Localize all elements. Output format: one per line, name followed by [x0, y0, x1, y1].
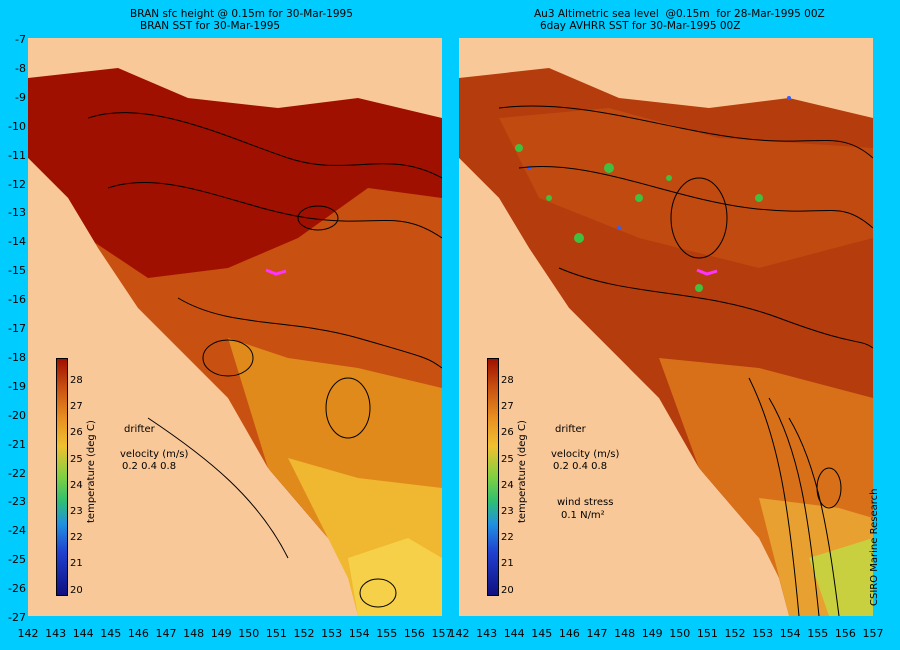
y-tick-label: -25 [8, 553, 26, 567]
left-drifter-label: drifter [124, 424, 155, 435]
colorbar-tick-label: 20 [501, 584, 514, 596]
colorbar-tick-label: 21 [70, 558, 83, 570]
x-tick-label-right: 148 [614, 627, 636, 640]
credit-label: CSIRO Marine Research [869, 488, 880, 606]
left-title-line1: BRAN sfc height @ 0.15m for 30-Mar-1995 [130, 8, 353, 20]
x-tick-label-right: 153 [752, 627, 774, 640]
x-tick-label-right: 149 [641, 627, 663, 640]
x-tick-label-left: 154 [348, 627, 370, 640]
left-sst-map [28, 38, 442, 616]
y-tick-label: -24 [8, 524, 26, 538]
x-tick-label-left: 147 [155, 627, 177, 640]
left-colorbar-title: temperature (deg C) [86, 420, 97, 523]
right-title-line1: Au3 Altimetric sea level @0.15m for 28-M… [534, 8, 825, 20]
y-tick-label: -11 [8, 148, 26, 162]
colorbar-tick-label: 22 [70, 532, 83, 544]
y-tick-label: -10 [8, 119, 26, 133]
y-tick-label: -22 [8, 466, 26, 480]
colorbar-tick-label: 23 [501, 506, 514, 517]
right-velocity-scale: 0.2 0.4 0.8 [553, 461, 608, 472]
left-title-line2: BRAN SST for 30-Mar-1995 [140, 20, 281, 32]
x-tick-label-right: 143 [476, 627, 498, 640]
y-tick-label: -7 [15, 33, 26, 46]
y-tick-label: -12 [8, 177, 26, 191]
colorbar-tick-label: 28 [501, 375, 514, 386]
drifter-track [265, 268, 287, 276]
colorbar-tick-label: 28 [70, 375, 83, 386]
right-title-line2: 6day AVHRR SST for 30-Mar-1995 00Z [540, 20, 741, 32]
x-tick-label-right: 145 [531, 627, 553, 640]
x-tick-label-left: 150 [238, 627, 260, 640]
colorbar-tick-label: 27 [501, 401, 514, 413]
x-tick-label-right: 152 [724, 627, 746, 640]
colorbar-tick-label: 22 [501, 532, 514, 544]
x-tick-label-right: 155 [807, 627, 829, 640]
colorbar-tick-label: 26 [70, 427, 83, 439]
x-tick-label-left: 151 [265, 627, 287, 640]
x-tick-label-right: 146 [558, 627, 580, 640]
y-tick-label: -8 [15, 61, 26, 75]
wind-stress-label: wind stress [557, 497, 614, 508]
x-tick-label-left: 156 [403, 627, 425, 640]
x-tick-label-right: 157 [862, 627, 884, 640]
right-colorbar-title: temperature (deg C) [517, 420, 528, 523]
colorbar-tick-label: 25 [501, 453, 514, 465]
x-tick-label-right: 144 [503, 627, 525, 640]
right-colorbar [487, 358, 499, 596]
left-velocity-scale: 0.2 0.4 0.8 [122, 461, 177, 472]
y-tick-label: -17 [8, 322, 26, 335]
y-tick-label: -18 [8, 350, 26, 364]
x-tick-label-left: 143 [45, 627, 67, 640]
x-tick-label-left: 152 [293, 627, 315, 640]
x-tick-label-right: 156 [834, 627, 856, 640]
x-tick-label-left: 153 [321, 627, 343, 640]
x-tick-label-left: 149 [210, 627, 232, 640]
y-tick-label: -26 [8, 582, 26, 596]
drifter-track [696, 268, 718, 276]
x-tick-label-right: 154 [779, 627, 801, 640]
colorbar-tick-label: 21 [501, 558, 514, 570]
left-colorbar [56, 358, 68, 596]
colorbar-tick-label: 24 [70, 479, 83, 491]
x-tick-label-right: 151 [696, 627, 718, 640]
colorbar-tick-label: 24 [501, 479, 514, 491]
left-velocity-label: velocity (m/s) [120, 449, 189, 460]
y-tick-label: -9 [15, 90, 26, 104]
y-tick-label: -16 [8, 293, 26, 307]
colorbar-tick-label: 25 [70, 453, 83, 465]
right-drifter-label: drifter [555, 424, 586, 435]
colorbar-tick-label: 23 [70, 506, 83, 517]
x-tick-label-right: 142 [448, 627, 470, 640]
x-tick-label-right: 147 [586, 627, 608, 640]
y-tick-label: -19 [8, 379, 26, 393]
y-tick-label: -15 [8, 264, 26, 278]
y-tick-label: -27 [8, 611, 26, 624]
right-sst-map [459, 38, 873, 616]
x-tick-label-left: 144 [72, 627, 94, 640]
x-tick-label-right: 150 [669, 627, 691, 640]
x-tick-label-left: 157 [431, 627, 453, 640]
y-tick-label: -23 [8, 495, 26, 509]
x-tick-label-left: 146 [127, 627, 149, 640]
left-map-panel [28, 38, 442, 616]
colorbar-tick-label: 20 [70, 584, 83, 596]
y-tick-label: -14 [8, 235, 26, 249]
colorbar-tick-label: 26 [501, 427, 514, 439]
x-tick-label-left: 155 [376, 627, 398, 640]
y-tick-label: -21 [8, 437, 26, 451]
x-tick-label-left: 148 [183, 627, 205, 640]
right-velocity-label: velocity (m/s) [551, 449, 620, 460]
x-tick-label-left: 142 [17, 627, 39, 640]
colorbar-tick-label: 27 [70, 401, 83, 413]
right-map-panel [459, 38, 873, 616]
y-tick-label: -20 [8, 408, 26, 422]
x-tick-label-left: 145 [100, 627, 122, 640]
wind-stress-value: 0.1 N/m² [561, 510, 605, 521]
y-tick-label: -13 [8, 206, 26, 220]
